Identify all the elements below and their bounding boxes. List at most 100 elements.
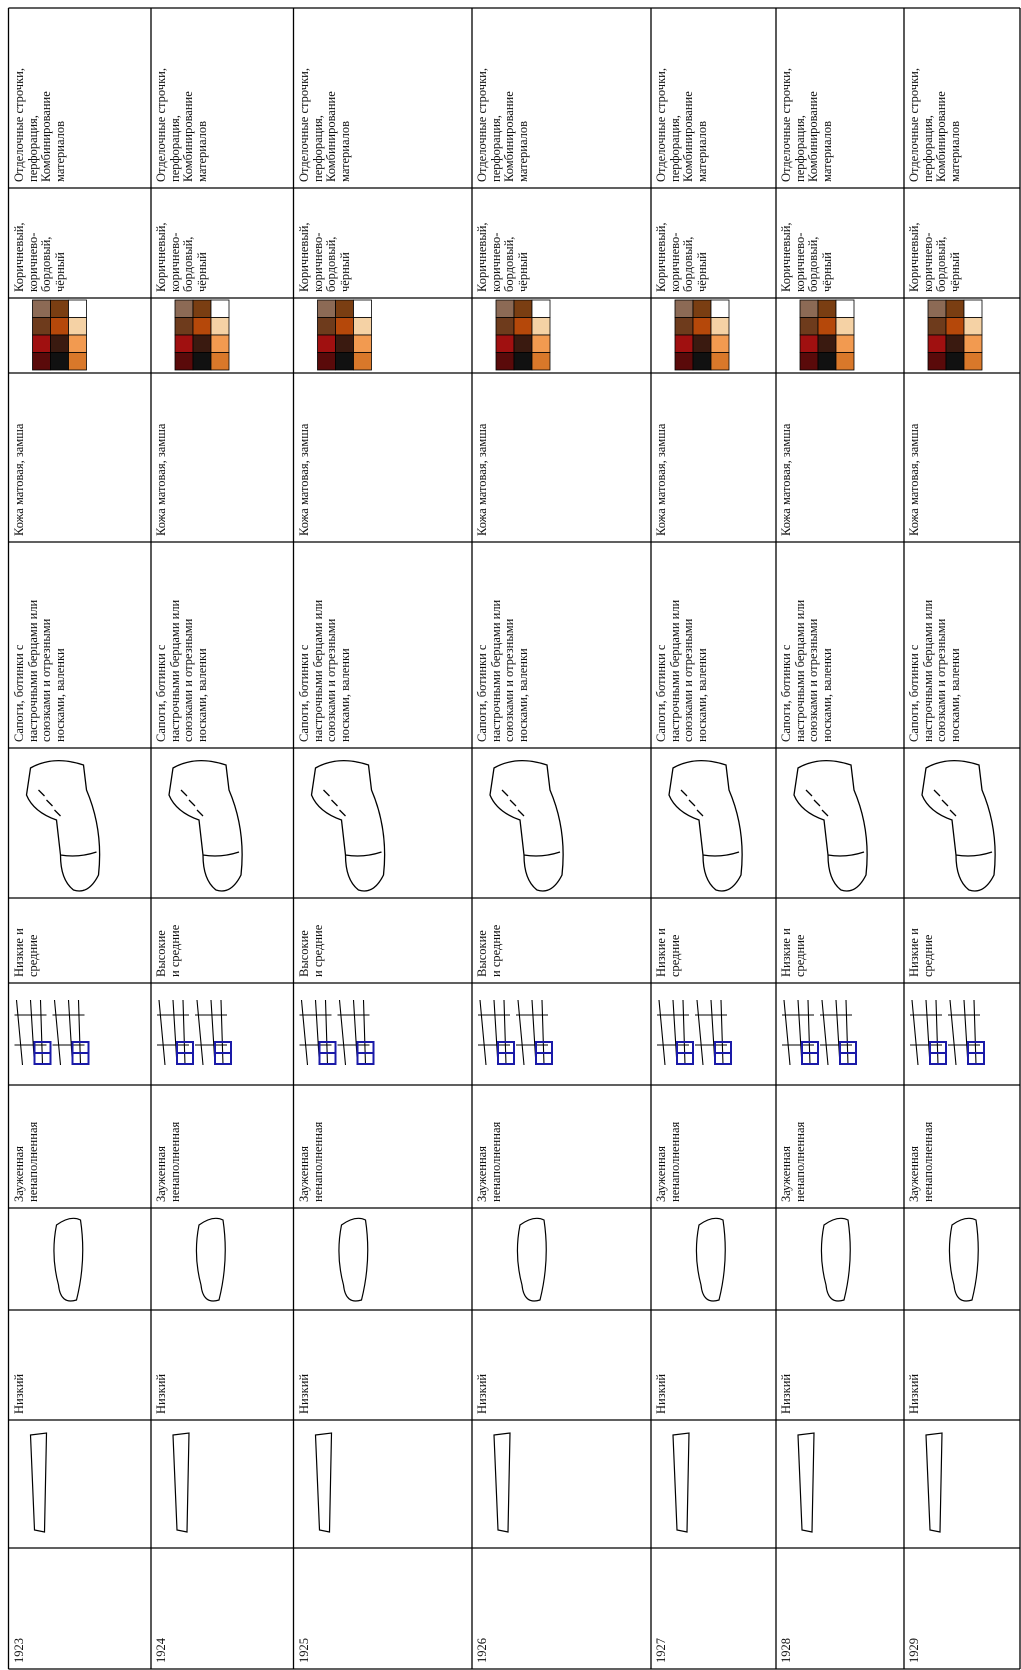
toe-shape-text: Зауженная ненаполненная <box>475 1121 503 1202</box>
year-text: 1923 <box>11 1638 26 1663</box>
shaft-icon <box>337 999 370 1066</box>
shaft-mark <box>967 1041 985 1065</box>
color-swatch <box>799 334 819 353</box>
shaft-mark <box>71 1041 90 1065</box>
color-swatch <box>817 317 837 336</box>
year-text: 1926 <box>475 1638 489 1663</box>
boot-icon <box>793 760 868 892</box>
cell: Коричневый, коричнево- бордовый, чёрный <box>9 188 152 298</box>
cell: Кожа матовая, замша <box>9 373 152 542</box>
heel-icon <box>925 1432 943 1533</box>
shaft-mark <box>214 1041 232 1065</box>
shaft-mark <box>497 1041 515 1065</box>
cell: 1928 <box>776 1548 904 1669</box>
color-swatch <box>335 352 354 371</box>
color-swatch <box>353 352 372 371</box>
heel-icon <box>493 1432 511 1533</box>
shaft-icon <box>52 999 85 1066</box>
cell: Коричневый, коричнево- бордовый, чёрный <box>151 188 294 298</box>
color-swatch <box>674 352 694 371</box>
cell: Коричневый, коричнево- бордовый, чёрный <box>904 188 1020 298</box>
cell: 1923 <box>9 1548 152 1669</box>
color-swatch <box>963 352 983 371</box>
shaft-mark <box>929 1041 947 1065</box>
toe-icon <box>53 1217 84 1302</box>
colors-text: Коричневый, коричнево- бордовый, чёрный <box>907 222 962 292</box>
color-swatch <box>32 317 51 336</box>
cell: Отделочные строчки, перфорация, Комбинир… <box>472 8 651 188</box>
color-swatch <box>68 317 87 336</box>
color-swatch <box>927 334 947 353</box>
color-swatch <box>317 352 336 371</box>
heel-icon <box>29 1432 48 1533</box>
color-swatch <box>963 299 983 318</box>
shaft-height-text: Высокие и средние <box>154 924 182 977</box>
cell: Коричневый, коричнево- бордовый, чёрный <box>294 188 473 298</box>
color-swatch <box>495 317 515 336</box>
material-text: Кожа матовая, замша <box>11 423 26 536</box>
types-text: Сапоги, ботинки с настрочными берцами ил… <box>907 599 962 742</box>
shaft-mark <box>176 1041 194 1065</box>
cell: Отделочные строчки, перфорация, Комбинир… <box>776 8 904 188</box>
types-text: Сапоги, ботинки с настрочными берцами ил… <box>11 599 67 742</box>
types-text: Сапоги, ботинки с настрочными берцами ил… <box>654 599 709 742</box>
cell: Отделочные строчки, перфорация, Комбинир… <box>294 8 473 188</box>
shaft-mark <box>801 1041 819 1065</box>
shaft-height-text: Высокие и средние <box>296 924 325 977</box>
shaft-icon <box>478 999 510 1066</box>
toe-icon <box>338 1217 369 1302</box>
heel-icon <box>314 1432 333 1533</box>
color-swatch <box>335 317 354 336</box>
cell: Высокие и средние <box>294 898 473 983</box>
color-swatch <box>335 299 354 318</box>
toe-icon <box>516 1217 547 1302</box>
cell: Кожа матовая, замша <box>151 373 294 542</box>
color-swatch <box>799 317 819 336</box>
color-swatch <box>692 334 712 353</box>
colors-text: Коричневый, коричнево- бордовый, чёрный <box>296 222 352 292</box>
shaft-mark <box>839 1041 857 1065</box>
color-swatch <box>692 352 712 371</box>
boot-icon <box>168 760 243 892</box>
color-swatch <box>710 352 730 371</box>
color-swatch <box>927 352 947 371</box>
cell: Зауженная ненаполненная <box>9 1085 152 1208</box>
cell: Кожа матовая, замша <box>294 373 473 542</box>
boot-icon <box>489 760 564 892</box>
decoration-text: Отделочные строчки, перфорация, Комбинир… <box>779 68 834 182</box>
shaft-height-text: Низкие и средние <box>654 928 682 977</box>
toe-shape-text: Зауженная ненаполненная <box>654 1121 682 1202</box>
color-swatch <box>495 352 515 371</box>
color-swatch <box>317 334 336 353</box>
color-swatch <box>174 334 194 353</box>
material-text: Кожа матовая, замша <box>907 423 921 536</box>
decoration-text: Отделочные строчки, перфорация, Комбинир… <box>296 68 352 182</box>
toe-icon <box>195 1217 226 1302</box>
colors-text: Коричневый, коричнево- бордовый, чёрный <box>779 222 834 292</box>
cell: Отделочные строчки, перфорация, Комбинир… <box>9 8 152 188</box>
shaft-icon <box>910 999 942 1066</box>
types-text: Сапоги, ботинки с настрочными берцами ил… <box>154 599 209 742</box>
color-swatch <box>674 299 694 318</box>
types-text: Сапоги, ботинки с настрочными берцами ил… <box>475 599 530 742</box>
heel-height-text: Низкий <box>907 1373 921 1414</box>
cell: Низкий <box>651 1310 776 1420</box>
color-swatch <box>335 334 354 353</box>
color-swatch <box>710 299 730 318</box>
color-swatch <box>174 352 194 371</box>
shaft-icon <box>516 999 548 1066</box>
shaft-height-text: Низкие и средние <box>907 928 935 977</box>
color-swatch <box>817 334 837 353</box>
color-swatch <box>513 352 533 371</box>
color-swatch <box>68 299 87 318</box>
color-swatch <box>50 317 69 336</box>
decoration-text: Отделочные строчки, перфорация, Комбинир… <box>154 68 209 182</box>
boot-icon <box>310 760 386 892</box>
cell: Зауженная ненаполненная <box>472 1085 651 1208</box>
color-swatch <box>710 317 730 336</box>
heel-height-text: Низкий <box>154 1373 168 1414</box>
cell: Низкий <box>472 1310 651 1420</box>
cell: 1924 <box>151 1548 294 1669</box>
